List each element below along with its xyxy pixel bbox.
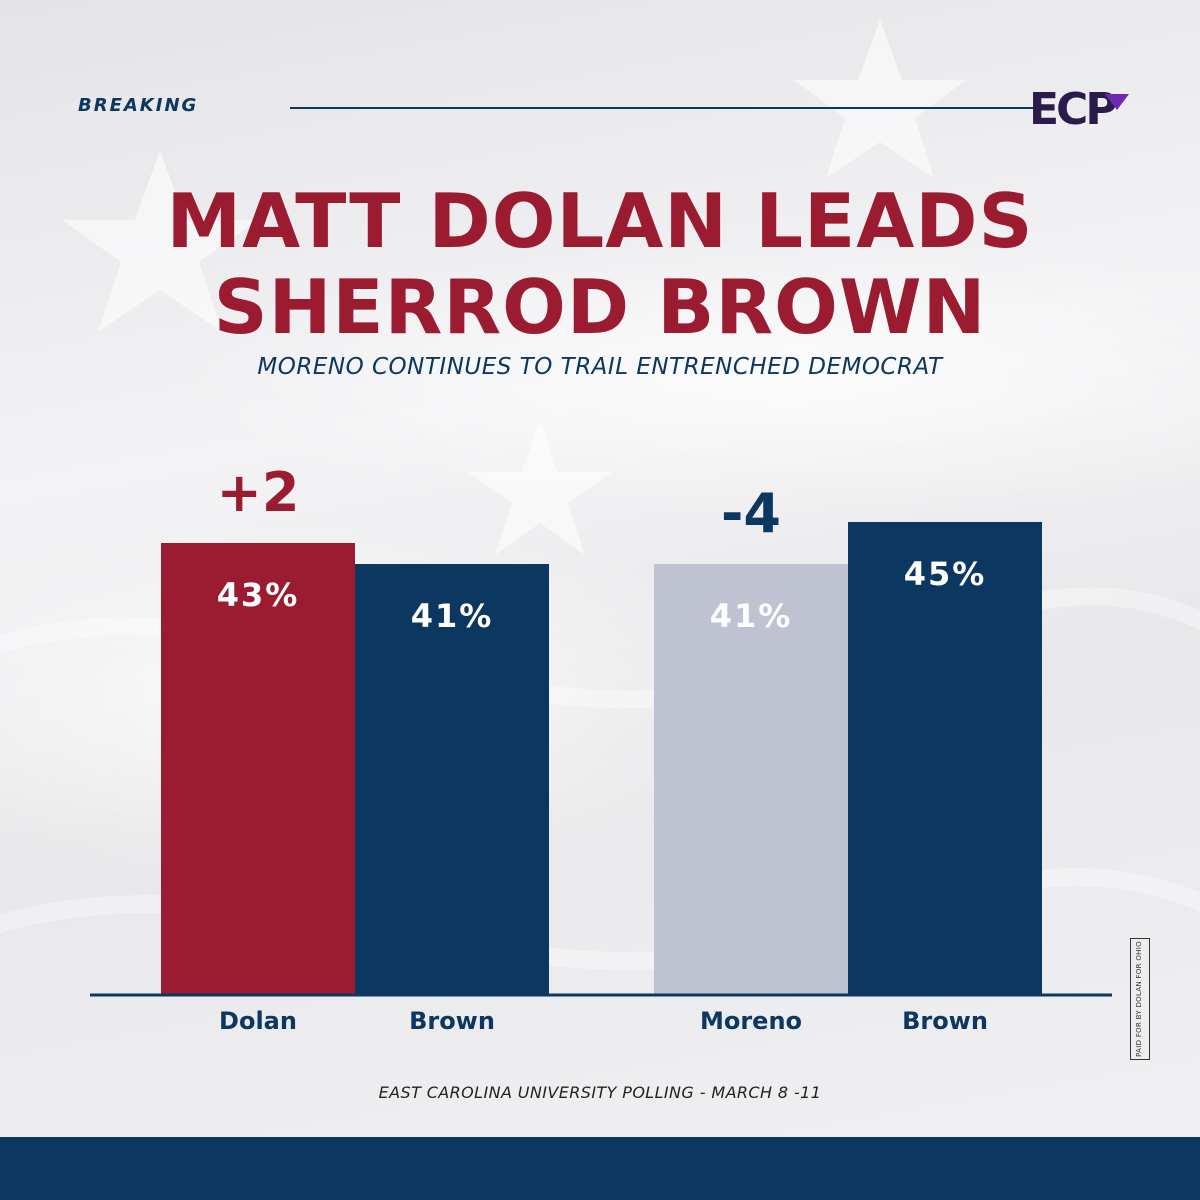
paid-for-disclaimer: PAID FOR BY DOLAN FOR OHIO: [1130, 938, 1150, 1060]
top-row: BREAKING ECP: [78, 84, 1138, 135]
bar-brown: [355, 564, 549, 995]
bar-value-label: 41%: [411, 597, 494, 635]
bar-brown: [848, 521, 1042, 995]
category-label: Brown: [902, 1007, 988, 1035]
subheadline: MORENO CONTINUES TO TRAIL ENTRENCHED DEM…: [257, 354, 943, 380]
headline-line-1: MATT DOLAN LEADS: [166, 177, 1034, 265]
bar-moreno: [654, 564, 848, 995]
bottom-band: [0, 1137, 1200, 1200]
bar-value-label: 41%: [710, 597, 793, 635]
source-note: EAST CAROLINA UNIVERSITY POLLING - MARCH…: [378, 1083, 822, 1102]
ecp-logo: ECP: [1029, 84, 1139, 135]
category-label: Dolan: [219, 1007, 297, 1035]
category-label: Moreno: [700, 1007, 802, 1035]
header-divider: [290, 107, 1044, 109]
category-label: Brown: [409, 1007, 495, 1035]
margin-label: +2: [217, 461, 300, 524]
headline: MATT DOLAN LEADS SHERROD BROWN: [0, 178, 1200, 350]
logo-accent-icon: [1105, 94, 1129, 110]
bar-dolan: [161, 543, 355, 995]
breaking-label: BREAKING: [78, 95, 199, 116]
bar-value-label: 45%: [904, 555, 987, 593]
bar-value-label: 43%: [217, 576, 300, 614]
logo-text: ECP: [1029, 84, 1118, 135]
margin-label: -4: [721, 482, 781, 545]
headline-line-2: SHERROD BROWN: [213, 263, 987, 351]
